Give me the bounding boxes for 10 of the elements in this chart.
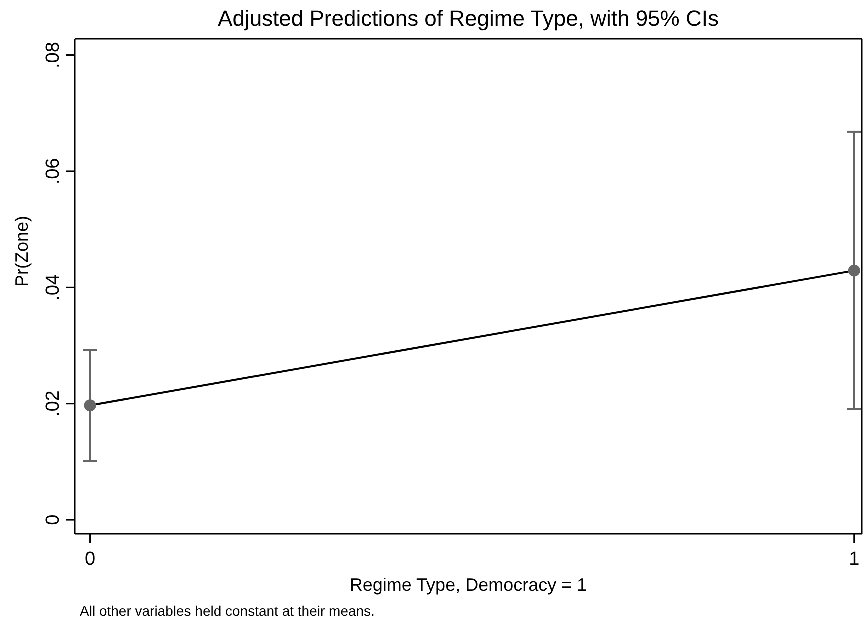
y-tick-label: .06 (43, 158, 64, 185)
x-axis-title: Regime Type, Democracy = 1 (350, 575, 588, 595)
y-tick-label: 0 (43, 514, 64, 526)
y-axis-title: Pr(Zone) (12, 216, 32, 288)
text: All other variables held constant at their means. (80, 603, 375, 619)
x-tick-label: 1 (849, 549, 860, 570)
y-tick-label: .04 (43, 274, 64, 301)
chart-title: Adjusted Predictions of Regime Type, with 95% CIs (218, 6, 719, 31)
y-tick-label: .08 (43, 42, 64, 68)
y-tick-label: .02 (43, 390, 64, 418)
